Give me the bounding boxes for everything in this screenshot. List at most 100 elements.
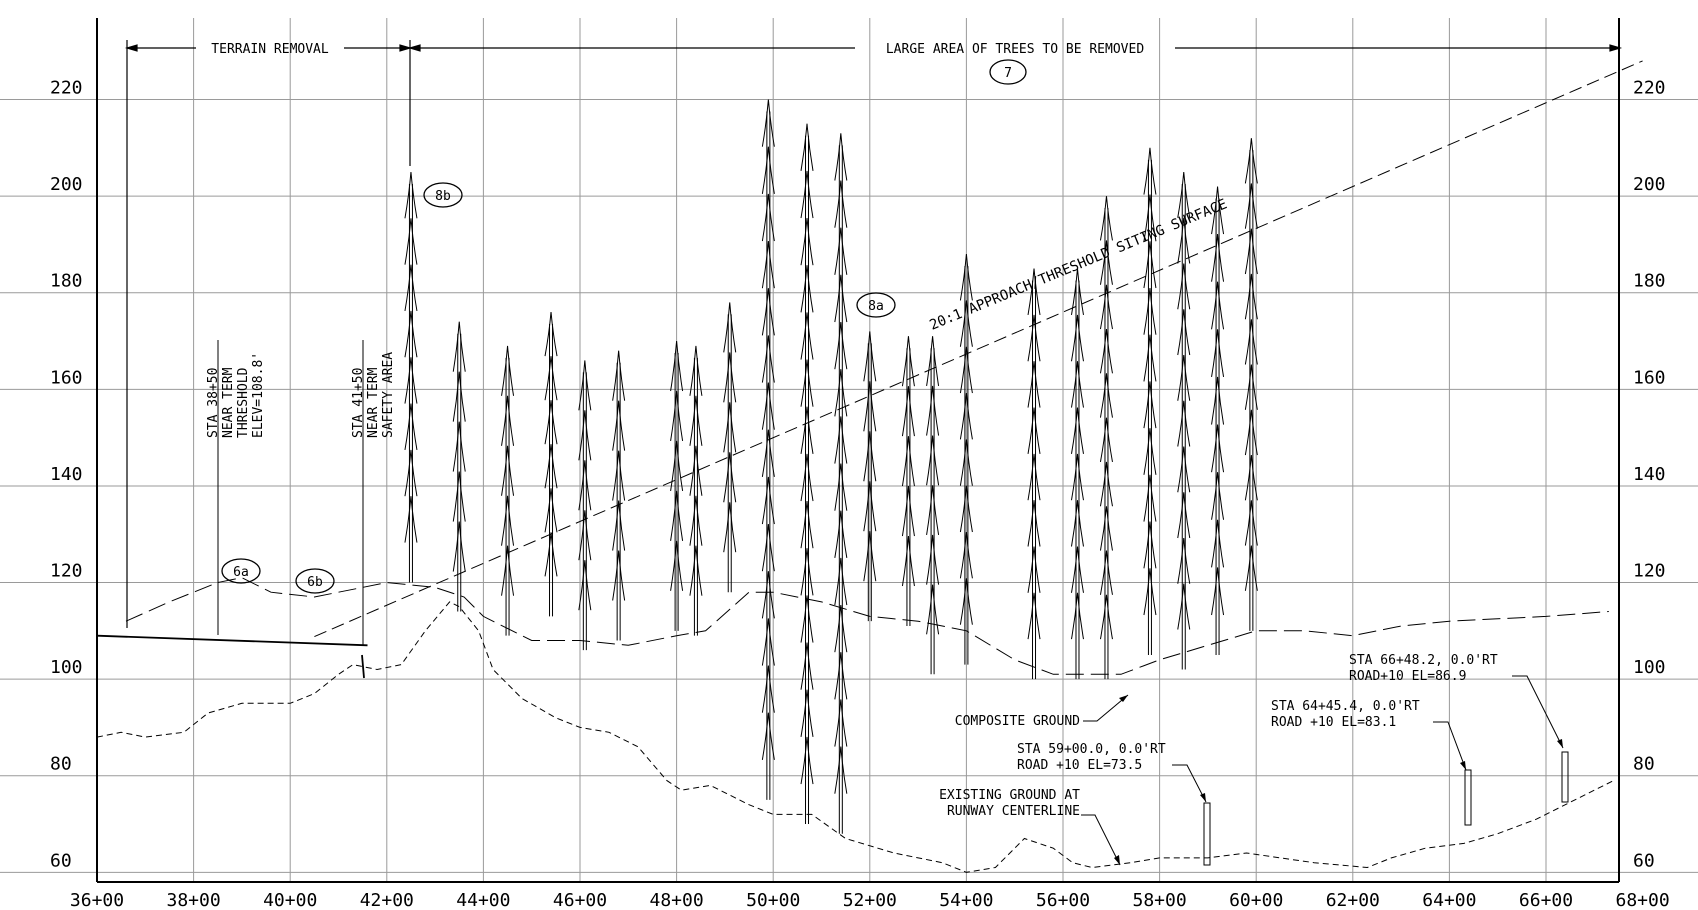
sta-3850-note: STA 38+50 NEAR TERM THRESHOLD ELEV=108.8… [206, 340, 266, 635]
elevation-label-right: 200 [1633, 174, 1666, 195]
svg-text:THRESHOLD: THRESHOLD [236, 367, 251, 438]
svg-text:8b: 8b [435, 189, 451, 204]
tree [1244, 138, 1258, 631]
composite-ground-line [125, 577, 1609, 675]
callout-6b: 6b [295, 568, 335, 594]
elevation-label-left: 120 [50, 561, 83, 582]
callout-7: 7 [989, 59, 1027, 85]
station-label: 50+00 [746, 890, 800, 910]
elevation-label-left: 60 [50, 850, 72, 871]
tree [761, 99, 775, 800]
svg-text:NEAR TERM: NEAR TERM [221, 367, 236, 438]
tree [1099, 196, 1113, 680]
tree [1177, 171, 1191, 670]
callout-8b: 8b [423, 182, 463, 208]
tree [863, 331, 877, 622]
callout-8a: 8a [856, 292, 896, 318]
station-label: 58+00 [1133, 890, 1187, 910]
station-label: 54+00 [939, 890, 993, 910]
tree [1027, 268, 1041, 680]
station-label: 64+00 [1422, 890, 1476, 910]
drawing-frame [96, 18, 1620, 883]
trees-removed-label: LARGE AREA OF TREES TO BE REMOVED [886, 42, 1144, 57]
elevation-label-left: 80 [50, 754, 72, 775]
tree [501, 345, 515, 636]
svg-text:ROAD +10 EL=73.5: ROAD +10 EL=73.5 [1017, 758, 1142, 773]
trees-group [404, 99, 1258, 834]
existing-ground-line [96, 601, 1614, 873]
tree [578, 360, 592, 651]
station-label: 52+00 [843, 890, 897, 910]
tree [959, 254, 973, 665]
left-elevation-labels: 220 200 180 160 140 120 100 80 60 [50, 78, 83, 872]
siting-surface-line [314, 60, 1643, 638]
tree [800, 123, 814, 825]
tree [670, 341, 684, 631]
station-label: 62+00 [1326, 890, 1380, 910]
road-note-6648: STA 66+48.2, 0.0'RT ROAD+10 EL=86.9 [1349, 653, 1569, 803]
existing-ground-label-1: EXISTING GROUND AT [939, 788, 1080, 803]
tree [1211, 186, 1225, 655]
svg-text:ROAD+10 EL=86.9: ROAD+10 EL=86.9 [1349, 669, 1466, 684]
svg-text:NEAR TERM: NEAR TERM [366, 367, 381, 438]
elevation-label-left: 160 [50, 367, 83, 388]
svg-text:7: 7 [1004, 66, 1012, 81]
station-label: 48+00 [650, 890, 704, 910]
composite-ground-label: COMPOSITE GROUND [955, 714, 1080, 729]
elevation-label-left: 100 [50, 657, 83, 678]
elevation-label-right: 100 [1633, 657, 1666, 678]
dimension-lines [124, 40, 1623, 628]
station-label: 60+00 [1229, 890, 1283, 910]
existing-ground-leader [1081, 814, 1121, 866]
elevation-label-right: 220 [1633, 78, 1666, 99]
elevation-label-right: 80 [1633, 754, 1655, 775]
tree [404, 171, 418, 583]
grid-lines [0, 18, 1698, 882]
tree [452, 321, 466, 612]
composite-ground-leader [1083, 694, 1129, 722]
elevation-label-right: 60 [1633, 850, 1655, 871]
callout-6a: 6a [221, 558, 261, 584]
svg-text:8a: 8a [868, 299, 884, 314]
station-label: 66+00 [1519, 890, 1573, 910]
station-label: 36+00 [70, 890, 124, 910]
svg-text:STA 41+50: STA 41+50 [351, 368, 366, 438]
tree [689, 345, 703, 636]
svg-text:ROAD +10 EL=83.1: ROAD +10 EL=83.1 [1271, 715, 1396, 730]
tree [1070, 268, 1084, 680]
elevation-label-left: 220 [50, 78, 83, 99]
svg-text:6a: 6a [233, 565, 249, 580]
station-label: 44+00 [456, 890, 510, 910]
elevation-label-right: 180 [1633, 271, 1666, 292]
tree [901, 336, 915, 627]
runway-profile-line [96, 634, 368, 647]
svg-text:STA 64+45.4, 0.0'RT: STA 64+45.4, 0.0'RT [1271, 699, 1420, 714]
svg-text:ELEV=108.8': ELEV=108.8' [251, 352, 266, 438]
terrain-removal-label: TERRAIN REMOVAL [211, 42, 329, 57]
tree [926, 336, 940, 675]
road-note-6445: STA 64+45.4, 0.0'RT ROAD +10 EL=83.1 [1271, 699, 1472, 826]
elevation-label-right: 140 [1633, 464, 1666, 485]
sta-4150-note: STA 41+50 NEAR TERM SAFETY AREA [351, 340, 396, 645]
station-label: 42+00 [360, 890, 414, 910]
svg-text:STA 38+50: STA 38+50 [206, 368, 221, 438]
svg-text:STA 59+00.0, 0.0'RT: STA 59+00.0, 0.0'RT [1017, 742, 1166, 757]
station-label: 68+00 [1616, 890, 1670, 910]
station-label: 40+00 [263, 890, 317, 910]
runway-end-tick [361, 654, 365, 679]
elevation-label-left: 180 [50, 271, 83, 292]
station-label: 56+00 [1036, 890, 1090, 910]
svg-text:SAFETY AREA: SAFETY AREA [381, 352, 396, 438]
svg-text:STA 66+48.2, 0.0'RT: STA 66+48.2, 0.0'RT [1349, 653, 1498, 668]
elevation-label-right: 160 [1633, 367, 1666, 388]
elevation-label-left: 140 [50, 464, 83, 485]
svg-text:6b: 6b [307, 575, 323, 590]
station-labels: 36+00 38+00 40+00 42+00 44+00 46+00 48+00 50+00… [70, 890, 1670, 910]
road-note-5900: STA 59+00.0, 0.0'RT ROAD +10 EL=73.5 [1017, 742, 1211, 866]
tree [612, 350, 626, 641]
station-label: 38+00 [167, 890, 221, 910]
station-label: 46+00 [553, 890, 607, 910]
tree [1143, 147, 1157, 655]
tree [834, 133, 848, 834]
